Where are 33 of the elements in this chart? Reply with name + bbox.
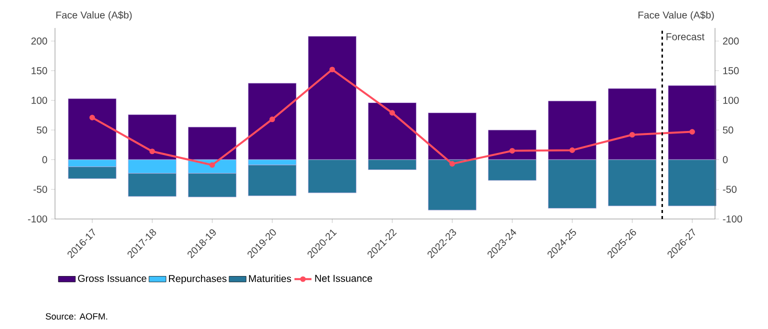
y2-tick-label: 0 xyxy=(722,156,728,164)
point xyxy=(449,161,455,167)
point xyxy=(269,116,275,122)
point xyxy=(89,114,95,120)
y2-tick-label: 50 xyxy=(722,126,734,134)
point xyxy=(209,162,215,168)
y2-tick-label: -50 xyxy=(722,186,737,193)
point xyxy=(329,66,335,72)
y-tick-label: 50 xyxy=(36,126,48,134)
y-tick-label: 100 xyxy=(32,96,48,104)
y-tick-label: 0 xyxy=(42,156,48,164)
point xyxy=(629,132,635,138)
legend-label: Net Issuance xyxy=(315,274,372,282)
y2-tick-label: 200 xyxy=(723,38,739,45)
y-tick-label: 150 xyxy=(32,67,48,74)
y-tick-label: 200 xyxy=(31,38,48,45)
point xyxy=(689,129,695,135)
source-note: Source: AOFM. xyxy=(46,313,108,320)
y2-tick-label: 100 xyxy=(723,96,739,104)
point xyxy=(149,148,155,154)
point xyxy=(389,110,395,116)
legend-label: Gross Issuance xyxy=(78,274,146,282)
y2-tick-label: 150 xyxy=(723,67,739,74)
y2-tick-label: -100 xyxy=(722,215,742,223)
y-axis-title: Face Value (A$b) xyxy=(56,11,132,20)
point xyxy=(569,147,575,153)
legend-label: Maturities xyxy=(249,274,292,282)
y2-axis-title: Face Value (A$b) xyxy=(638,11,714,20)
annotation: Forecast xyxy=(666,33,704,40)
y-tick-label: -50 xyxy=(34,186,48,193)
y-tick-label: -100 xyxy=(28,215,48,223)
point xyxy=(509,148,515,154)
legend-label: Repurchases xyxy=(169,274,227,284)
